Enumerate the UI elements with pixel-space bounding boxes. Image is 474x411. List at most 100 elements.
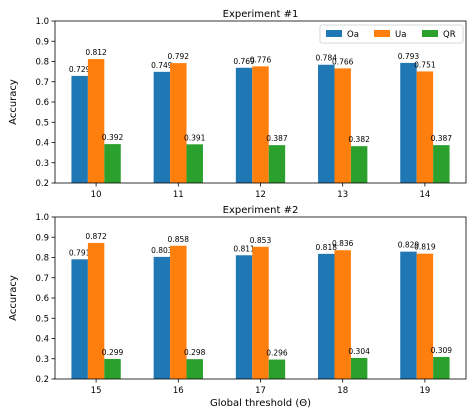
bar-qr-15 xyxy=(104,358,121,379)
data-label: 0.836 xyxy=(332,239,354,248)
data-label: 0.387 xyxy=(431,134,453,143)
y-axis-label: Accuracy xyxy=(8,275,19,321)
bar-qr-10 xyxy=(104,144,121,183)
bar-qr-17 xyxy=(268,359,286,379)
legend-box xyxy=(319,24,464,44)
y-tick-label: 0.9 xyxy=(35,233,49,243)
legend-label-oa: Oa xyxy=(347,30,359,40)
data-label: 0.769 xyxy=(233,57,255,66)
x-tick-label: 11 xyxy=(173,190,184,200)
data-label: 0.304 xyxy=(348,347,370,356)
chart-title: Experiment #2 xyxy=(223,205,299,216)
legend-swatch-ua xyxy=(374,30,390,37)
bar-ua-13 xyxy=(334,68,351,183)
data-label: 0.811 xyxy=(233,244,255,253)
data-label: 0.298 xyxy=(184,348,206,357)
x-tick-label: 10 xyxy=(91,190,102,200)
data-label: 0.751 xyxy=(414,60,436,69)
bar-ua-17 xyxy=(252,246,269,379)
data-label: 0.812 xyxy=(85,48,107,57)
data-label: 0.749 xyxy=(151,61,173,70)
data-label: 0.858 xyxy=(168,235,190,244)
data-label: 0.766 xyxy=(332,57,354,66)
bar-oa-14 xyxy=(400,62,417,184)
bar-oa-18 xyxy=(318,253,335,379)
bar-ua-10 xyxy=(87,59,105,183)
y-tick-label: 0.4 xyxy=(35,335,49,345)
bar-oa-19 xyxy=(400,251,417,379)
data-label: 0.819 xyxy=(414,243,436,252)
bar-ua-15 xyxy=(87,242,105,379)
y-tick-label: 0.7 xyxy=(35,78,49,88)
bar-ua-18 xyxy=(334,250,351,379)
data-label: 0.872 xyxy=(85,232,107,241)
y-axis-label: Accuracy xyxy=(8,79,19,125)
data-label: 0.299 xyxy=(102,348,124,357)
data-label: 0.829 xyxy=(398,241,420,250)
x-tick-label: 12 xyxy=(255,190,266,200)
legend-label-qr: QR xyxy=(443,30,456,40)
bar-qr-18 xyxy=(350,357,368,379)
bar-oa-13 xyxy=(318,64,335,183)
bar-oa-15 xyxy=(71,259,88,379)
bar-ua-16 xyxy=(170,245,187,379)
bar-ua-12 xyxy=(252,66,269,183)
bar-qr-12 xyxy=(268,145,286,183)
data-label: 0.776 xyxy=(250,55,272,64)
data-label: 0.387 xyxy=(266,134,288,143)
y-tick-label: 0.3 xyxy=(35,355,49,365)
y-tick-label: 0.8 xyxy=(35,58,49,68)
data-label: 0.793 xyxy=(398,52,420,61)
chart-experiment-2: Experiment #20.791 0.803 0.811 0.818 0.8290.… xyxy=(8,205,467,409)
x-tick-label: 14 xyxy=(419,190,430,200)
y-tick-label: 0.5 xyxy=(35,314,49,324)
bar-oa-10 xyxy=(71,75,88,183)
y-tick-label: 1.0 xyxy=(35,213,49,223)
legend-label-ua: Ua xyxy=(395,30,406,40)
bar-qr-19 xyxy=(433,356,450,379)
x-tick-label: 15 xyxy=(91,386,102,396)
data-label: 0.382 xyxy=(348,135,370,144)
bar-oa-11 xyxy=(153,71,171,183)
y-tick-label: 1.0 xyxy=(35,17,49,27)
y-tick-label: 0.7 xyxy=(35,274,49,284)
data-label: 0.803 xyxy=(151,246,173,255)
data-label: 0.792 xyxy=(168,52,190,61)
data-label: 0.309 xyxy=(431,346,453,355)
y-tick-label: 0.6 xyxy=(35,294,49,304)
bar-ua-19 xyxy=(416,253,434,379)
data-label: 0.391 xyxy=(184,133,206,142)
x-tick-label: 13 xyxy=(337,190,348,200)
legend-swatch-qr xyxy=(422,30,438,37)
data-label: 0.392 xyxy=(102,133,124,142)
bar-qr-11 xyxy=(186,144,203,183)
bar-qr-13 xyxy=(350,146,368,183)
legend-swatch-oa xyxy=(326,30,342,37)
bar-oa-12 xyxy=(235,67,253,183)
x-axis-label: Global threshold (Θ) xyxy=(210,398,311,409)
data-label: 0.729 xyxy=(69,65,91,74)
x-tick-label: 16 xyxy=(173,386,184,396)
y-tick-label: 0.2 xyxy=(35,375,49,385)
legend: Oa Ua QR xyxy=(319,24,464,44)
data-label: 0.791 xyxy=(69,248,91,257)
bar-ua-14 xyxy=(416,71,434,183)
data-label: 0.853 xyxy=(250,236,272,245)
bar-oa-17 xyxy=(235,255,253,379)
data-label: 0.296 xyxy=(266,349,288,358)
bar-oa-16 xyxy=(153,256,171,379)
x-tick-label: 18 xyxy=(337,386,348,396)
bar-qr-14 xyxy=(433,145,450,183)
bar-qr-16 xyxy=(186,359,203,379)
data-label: 0.784 xyxy=(316,54,338,63)
y-tick-label: 0.8 xyxy=(35,254,49,264)
y-tick-label: 0.2 xyxy=(35,179,49,189)
x-tick-label: 17 xyxy=(255,386,266,396)
y-tick-label: 0.3 xyxy=(35,159,49,169)
chart-experiment-1: Experiment #10.729 0.749 0.769 0.784 0.7930.… xyxy=(8,9,467,200)
data-label: 0.818 xyxy=(316,243,338,252)
y-tick-label: 0.5 xyxy=(35,118,49,128)
chart-title: Experiment #1 xyxy=(223,9,299,20)
y-tick-label: 0.9 xyxy=(35,37,49,47)
